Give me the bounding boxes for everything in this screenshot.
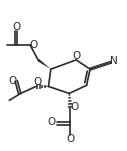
Text: O: O (13, 22, 21, 32)
Text: O: O (73, 51, 81, 61)
Text: O: O (71, 102, 79, 112)
Text: O: O (66, 134, 75, 144)
Text: O: O (33, 77, 42, 87)
Text: O: O (48, 117, 56, 127)
Polygon shape (37, 59, 51, 69)
Text: O: O (29, 40, 37, 50)
Text: O: O (9, 76, 17, 86)
Text: N: N (110, 56, 118, 66)
